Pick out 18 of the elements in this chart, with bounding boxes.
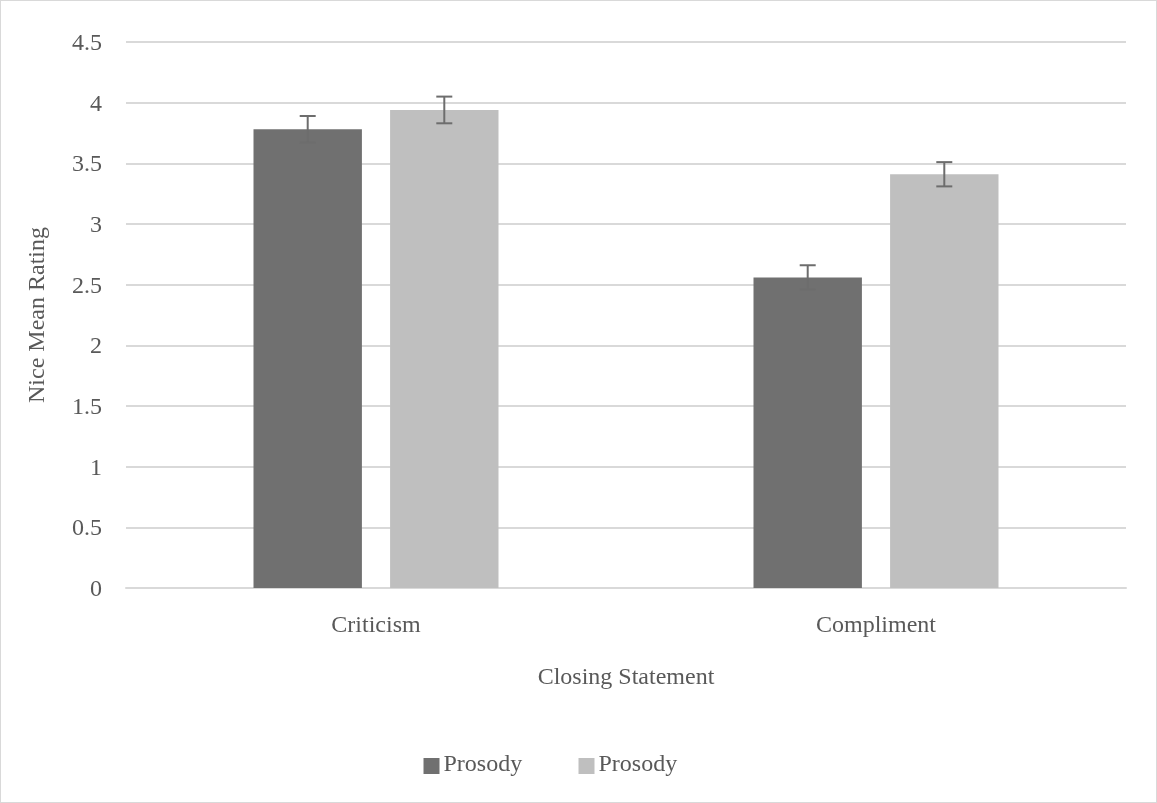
- y-tick-label: 3.5: [72, 150, 102, 177]
- y-tick-label: 4: [90, 89, 102, 116]
- x-tick-label: Compliment: [816, 611, 937, 637]
- y-tick-label: 2.5: [72, 271, 102, 298]
- y-tick-label: 1.5: [72, 393, 102, 419]
- legend-label: Prosody: [598, 750, 678, 776]
- bar: [390, 109, 499, 588]
- y-tick-label: 0: [90, 575, 102, 601]
- y-tick-label: 4.5: [72, 29, 102, 55]
- y-tick-label: 0.5: [72, 514, 102, 541]
- x-axis-title: Closing Statement: [537, 663, 715, 689]
- bar: [890, 174, 999, 588]
- y-axis-title: Nice Mean Rating: [23, 227, 49, 403]
- y-tick-label: 1: [90, 453, 102, 480]
- legend-label: Prosody: [443, 750, 523, 776]
- y-tick-label: 2: [90, 332, 102, 359]
- x-tick-label: Criticism: [331, 611, 421, 637]
- y-tick-label: 3: [90, 211, 102, 237]
